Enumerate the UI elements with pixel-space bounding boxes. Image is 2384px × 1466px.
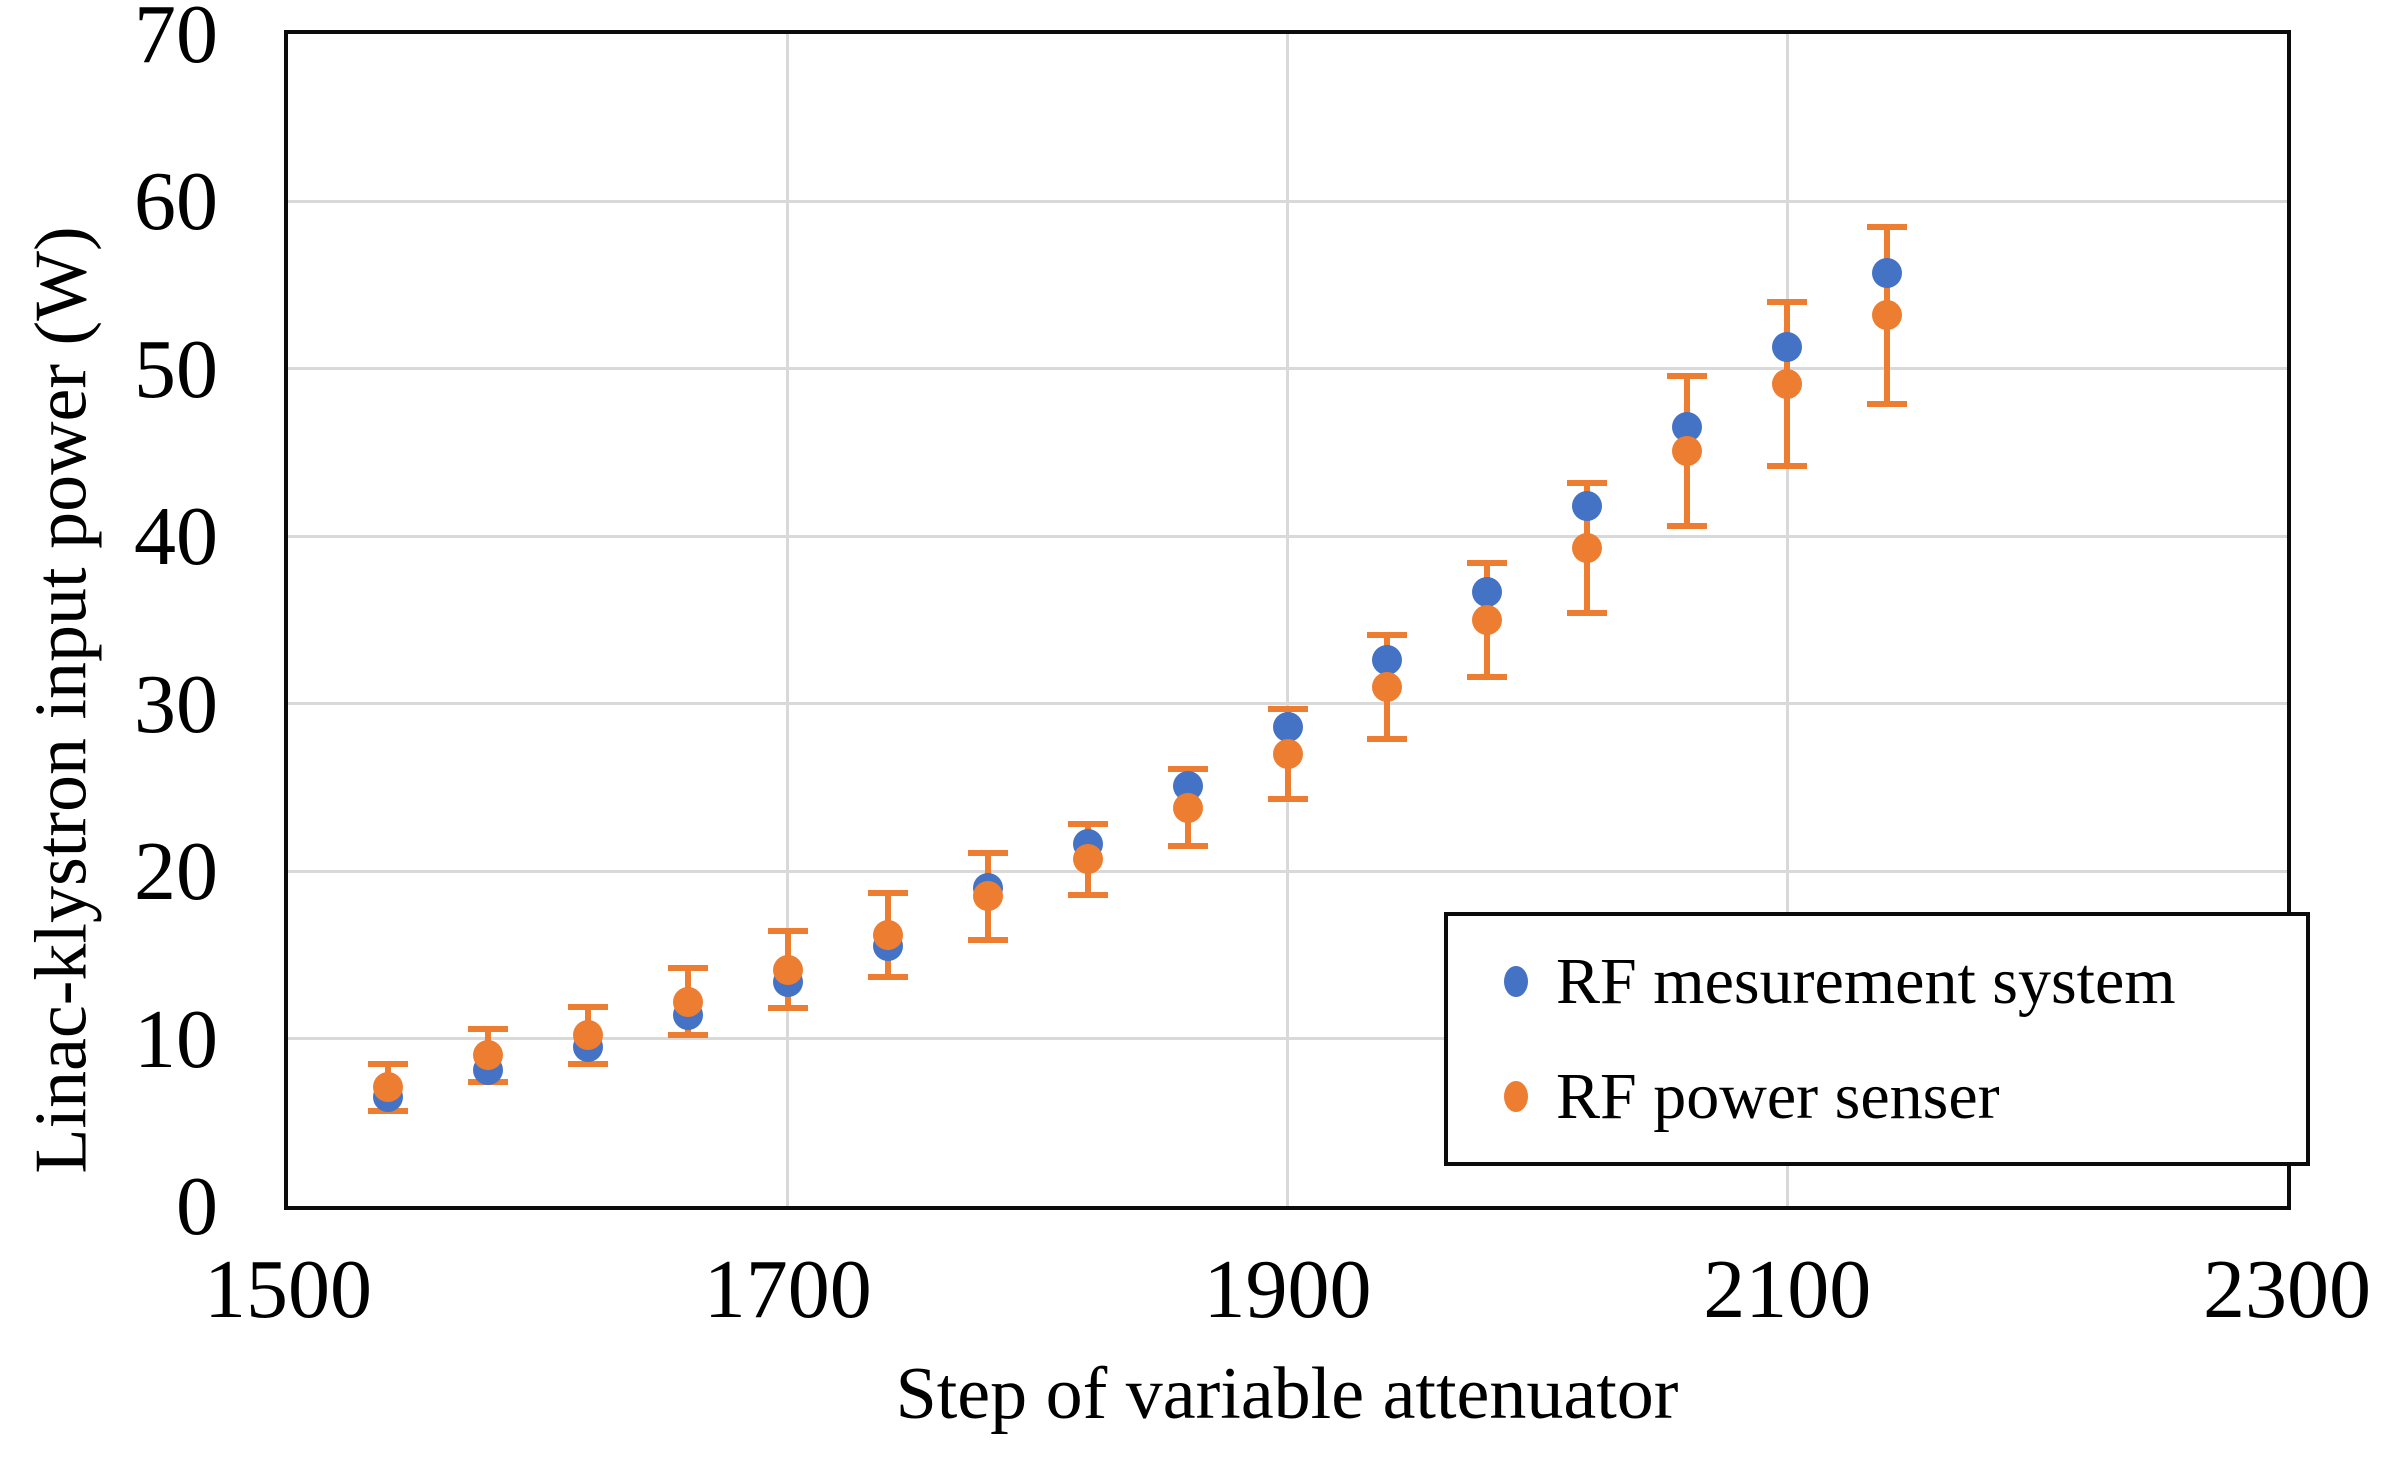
data-point-rf-power-senser	[1172, 792, 1203, 823]
data-point-rf-mesurement-system	[1772, 332, 1803, 363]
error-bar-cap-top	[967, 849, 1008, 856]
error-bar-cap-bottom	[1867, 401, 1908, 408]
error-bar-cap-bottom	[1267, 796, 1308, 803]
y-axis-tick-label: 20	[134, 824, 218, 918]
data-point-rf-power-senser	[1772, 368, 1803, 399]
x-axis-tick-label: 2300	[2203, 1243, 2371, 1336]
data-point-rf-mesurement-system	[1272, 712, 1303, 743]
data-point-rf-power-senser	[872, 919, 903, 950]
vertical-gridline	[1286, 34, 1289, 1206]
y-axis-tick-label: 40	[134, 490, 218, 584]
data-point-rf-power-senser	[672, 986, 703, 1017]
vertical-gridline	[786, 34, 790, 1206]
error-bar-cap-top	[667, 965, 708, 972]
error-bar-cap-top	[1167, 766, 1208, 772]
error-bar-cap-top	[1267, 705, 1308, 712]
error-bar-cap-top	[367, 1060, 408, 1067]
data-point-rf-power-senser	[1372, 671, 1403, 702]
data-point-rf-power-senser	[1872, 300, 1903, 331]
error-bar-cap-top	[467, 1025, 508, 1032]
error-bar-cap-top	[1667, 372, 1708, 379]
y-axis-tick-label: 50	[134, 322, 218, 416]
error-bar-cap-bottom	[667, 1032, 708, 1039]
data-point-rf-mesurement-system	[1472, 576, 1503, 607]
error-bar-cap-bottom	[767, 1005, 808, 1012]
error-bar-cap-bottom	[967, 936, 1008, 943]
y-axis-tick-label: 70	[134, 0, 218, 81]
error-bar-cap-top	[567, 1003, 608, 1010]
legend-marker-blue-dot-icon	[1504, 966, 1528, 997]
data-point-rf-power-senser	[372, 1072, 403, 1103]
error-bar-cap-top	[1467, 560, 1508, 567]
data-point-rf-power-senser	[772, 954, 803, 985]
data-point-rf-power-senser	[1472, 605, 1503, 635]
error-bar-cap-top	[1867, 223, 1908, 230]
error-bar-cap-bottom	[1767, 462, 1808, 469]
error-bar-cap-bottom	[867, 973, 908, 980]
data-point-rf-power-senser	[1072, 844, 1103, 875]
error-bar-cap-bottom	[1567, 610, 1608, 617]
legend-marker-orange-dot-icon	[1504, 1081, 1528, 1112]
legend-item-rf-measurement-system: RF mesurement system	[1504, 944, 2296, 1018]
error-bar-cap-bottom	[1167, 843, 1208, 850]
x-axis-tick-label: 2100	[1703, 1243, 1872, 1336]
error-bar-cap-bottom	[1667, 523, 1708, 530]
error-bar-cap-top	[1067, 821, 1108, 828]
data-point-rf-power-senser	[572, 1020, 603, 1051]
y-axis-tick-label: 0	[176, 1159, 218, 1253]
data-point-rf-power-senser	[1272, 738, 1303, 769]
data-point-rf-power-senser	[1672, 435, 1703, 466]
data-point-rf-power-senser	[472, 1040, 503, 1071]
error-bar-cap-top	[767, 928, 808, 935]
data-point-rf-power-senser	[972, 881, 1003, 912]
error-bar-cap-top	[1367, 632, 1408, 639]
error-bar-cap-top	[1567, 479, 1608, 486]
y-axis-tick-label: 30	[134, 657, 218, 751]
data-point-rf-mesurement-system	[1372, 645, 1403, 676]
plot-frame	[284, 30, 2291, 1210]
legend-item-rf-power-senser: RF power senser	[1504, 1059, 2296, 1133]
error-bar-cap-top	[1767, 298, 1808, 305]
y-axis-tick-label: 60	[134, 155, 218, 249]
data-point-rf-power-senser	[1572, 533, 1603, 563]
vertical-gridline	[1785, 34, 1789, 1206]
x-axis-title: Step of variable attenuator	[895, 1353, 1679, 1435]
legend-label: RF power senser	[1556, 1059, 2000, 1133]
x-axis-tick-label: 1900	[1203, 1243, 1372, 1336]
error-bar-cap-bottom	[567, 1060, 608, 1067]
legend-label: RF mesurement system	[1556, 944, 2176, 1018]
error-bar-cap-bottom	[1367, 735, 1408, 742]
data-point-rf-mesurement-system	[1572, 491, 1603, 522]
data-point-rf-mesurement-system	[1872, 258, 1903, 289]
error-bar-cap-top	[867, 889, 908, 896]
legend: RF mesurement system RF power senser	[1444, 912, 2310, 1166]
error-bar-cap-bottom	[1467, 673, 1508, 680]
x-axis-tick-label: 1700	[703, 1243, 872, 1336]
y-axis-tick-label: 10	[134, 992, 218, 1086]
x-axis-tick-label: 1500	[204, 1243, 372, 1336]
error-bar-cap-bottom	[1067, 891, 1108, 898]
